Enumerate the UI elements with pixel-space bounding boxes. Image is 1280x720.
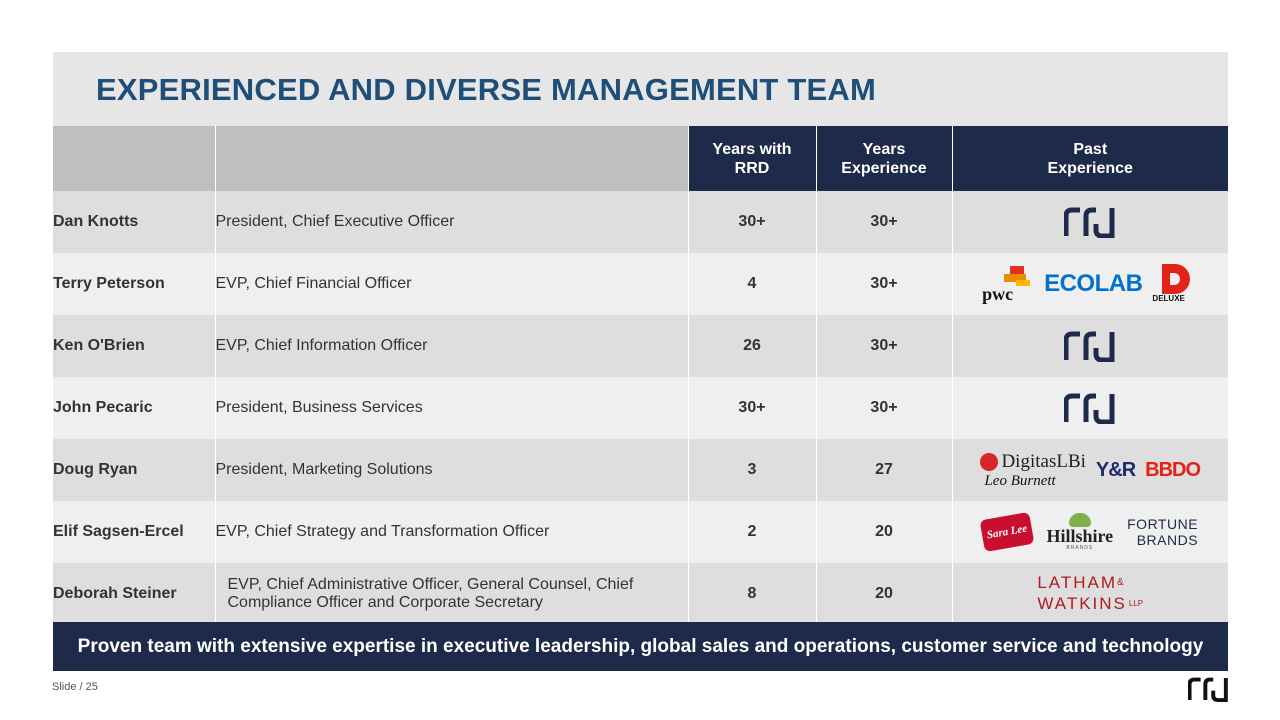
executive-name: Elif Sagsen-Ercel xyxy=(53,501,216,563)
executive-name: Dan Knotts xyxy=(53,191,216,253)
fortune-brands-logo: FORTUNE BRANDS xyxy=(1127,516,1198,548)
rrd-logo xyxy=(1064,331,1115,362)
digitas-leo-burnett-group: DigitasLBi Leo Burnett xyxy=(980,450,1086,490)
table-row: Elif Sagsen-Ercel EVP, Chief Strategy an… xyxy=(53,501,1228,563)
header-years-rrd: Years with RRD xyxy=(688,126,817,191)
page-title: EXPERIENCED AND DIVERSE MANAGEMENT TEAM xyxy=(96,72,876,107)
executive-name: Ken O'Brien xyxy=(53,315,216,377)
deluxe-logo: DELUXE xyxy=(1152,264,1200,304)
header-years-rrd-line1: Years with xyxy=(712,140,792,158)
sara-lee-text: Sara Lee xyxy=(986,522,1029,542)
latham-ampersand: & xyxy=(1117,577,1124,588)
footer-banner: Proven team with extensive expertise in … xyxy=(53,622,1228,671)
header-years-experience: Years Experience xyxy=(816,126,953,191)
yr-logo: Y&R xyxy=(1095,458,1136,481)
latham-text: LATHAM xyxy=(1037,573,1118,592)
latham-watkins-logo: LATHAM& WATKINS LLP xyxy=(1037,573,1143,615)
hillshire-mark-icon xyxy=(1068,513,1091,527)
executive-role: President, Business Services xyxy=(215,377,689,439)
years-with-rrd: 30+ xyxy=(688,377,817,439)
header-past-exp-line2: Experience xyxy=(1047,159,1133,177)
executive-role: President, Marketing Solutions xyxy=(215,439,689,501)
years-experience: 30+ xyxy=(816,253,953,315)
pwc-text: pwc xyxy=(982,284,1014,304)
past-experience-cell xyxy=(952,191,1228,253)
fortune-text: FORTUNE xyxy=(1127,516,1199,532)
header-past-experience: Past Experience xyxy=(952,126,1228,191)
years-experience: 30+ xyxy=(816,315,953,377)
slide-number: Slide / 25 xyxy=(52,681,98,693)
years-with-rrd: 30+ xyxy=(688,191,817,253)
hillshire-logo: Hillshire BRANDS xyxy=(1046,513,1113,551)
executive-role: EVP, Chief Strategy and Transformation O… xyxy=(215,501,689,563)
deluxe-text: DELUXE xyxy=(1152,294,1185,303)
latham-llp-text: LLP xyxy=(1128,599,1144,608)
executive-role: EVP, Chief Information Officer xyxy=(215,315,689,377)
years-with-rrd: 26 xyxy=(688,315,817,377)
header-blank-name xyxy=(53,126,216,191)
years-with-rrd: 4 xyxy=(688,253,817,315)
table-header-row: Years with RRD Years Experience Past Exp… xyxy=(53,126,1228,191)
bbdo-logo: BBDO xyxy=(1145,458,1201,481)
rrd-corner-logo xyxy=(1188,677,1228,702)
executive-name: Deborah Steiner xyxy=(53,563,216,625)
past-experience-cell: LATHAM& WATKINS LLP xyxy=(952,563,1228,625)
digitas-mark-icon xyxy=(980,452,999,471)
years-experience: 30+ xyxy=(816,377,953,439)
years-experience: 27 xyxy=(816,439,953,501)
past-experience-cell xyxy=(952,315,1228,377)
years-experience: 20 xyxy=(816,563,953,625)
header-past-exp-line1: Past xyxy=(1073,140,1108,158)
table-row: Terry Peterson EVP, Chief Financial Offi… xyxy=(53,253,1228,315)
table-row: Ken O'Brien EVP, Chief Information Offic… xyxy=(53,315,1228,377)
digitaslbi-text: DigitasLBi xyxy=(1001,450,1086,472)
table-row: Deborah Steiner EVP, Chief Administrativ… xyxy=(53,563,1228,625)
ecolab-logo: ECOLAB xyxy=(1044,270,1143,297)
years-experience: 30+ xyxy=(816,191,953,253)
past-experience-cell: Sara Lee Hillshire BRANDS FORTUNE BRANDS xyxy=(952,501,1228,563)
rrd-logo xyxy=(1064,393,1115,424)
hillshire-text: Hillshire xyxy=(1046,526,1114,546)
sara-lee-logo: Sara Lee xyxy=(980,511,1035,553)
years-with-rrd: 3 xyxy=(688,439,817,501)
executive-name: Doug Ryan xyxy=(53,439,216,501)
executive-role: President, Chief Executive Officer xyxy=(215,191,689,253)
digitaslbi-logo: DigitasLBi xyxy=(980,450,1086,473)
past-experience-cell: pwc ECOLAB DELUXE xyxy=(952,253,1228,315)
years-with-rrd: 8 xyxy=(688,563,817,625)
years-with-rrd: 2 xyxy=(688,501,817,563)
watkins-text: WATKINS xyxy=(1037,594,1127,613)
hillshire-brands-text: BRANDS xyxy=(1066,545,1094,551)
table-row: Doug Ryan President, Marketing Solutions… xyxy=(53,439,1228,501)
table-row: John Pecaric President, Business Service… xyxy=(53,377,1228,439)
table-row: Dan Knotts President, Chief Executive Of… xyxy=(53,191,1228,253)
header-years-rrd-line2: RRD xyxy=(734,159,770,177)
executive-role: EVP, Chief Financial Officer xyxy=(215,253,689,315)
header-years-exp-line2: Experience xyxy=(841,159,927,177)
rrd-logo xyxy=(1064,207,1115,238)
past-experience-cell xyxy=(952,377,1228,439)
executive-role: EVP, Chief Administrative Officer, Gener… xyxy=(215,563,689,625)
fortune-brands-text: BRANDS xyxy=(1136,532,1199,548)
management-table: Years with RRD Years Experience Past Exp… xyxy=(53,126,1228,625)
years-experience: 20 xyxy=(816,501,953,563)
past-experience-cell: DigitasLBi Leo Burnett Y&R BBDO xyxy=(952,439,1228,501)
executive-name: John Pecaric xyxy=(53,377,216,439)
leo-burnett-logo: Leo Burnett xyxy=(984,472,1056,489)
pwc-logo: pwc xyxy=(980,264,1034,304)
executive-name: Terry Peterson xyxy=(53,253,216,315)
header-blank-role xyxy=(215,126,689,191)
header-years-exp-line1: Years xyxy=(862,140,906,158)
